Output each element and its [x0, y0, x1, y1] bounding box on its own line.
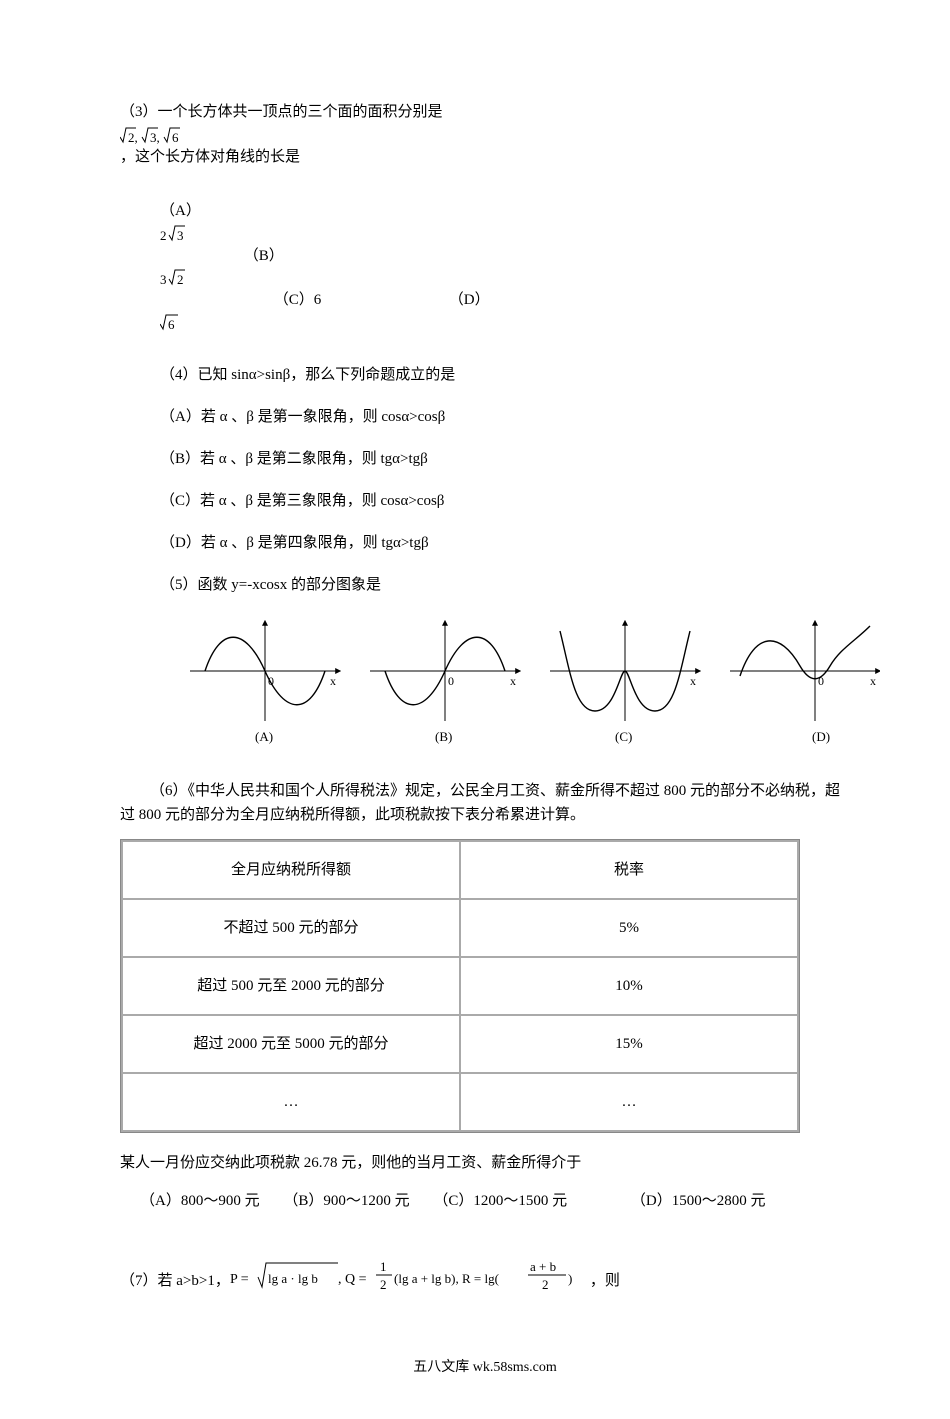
svg-text:(lg a + lg b), R = lg(: (lg a + lg b), R = lg( — [394, 1271, 499, 1286]
tax-r2c0: 超过 2000 元至 5000 元的部分 — [123, 1016, 459, 1072]
svg-text:2,: 2, — [128, 130, 138, 145]
q6-opt-b: （B）900～1200 元 — [283, 1193, 409, 1209]
q3-opt-c: （C）6 — [274, 292, 322, 308]
q6-opt-d: （D）1500～2800 元 — [631, 1193, 766, 1209]
q4-opt-a: （A）若 α 、β 是第一象限角，则 cosα>cosβ — [160, 405, 850, 429]
q3-opt-d-label: （D） — [449, 292, 490, 308]
svg-text:2: 2 — [380, 1277, 387, 1292]
q4-opt-c: （C）若 α 、β 是第三象限角，则 cosα>cosβ — [160, 489, 850, 513]
q7-prefix: （7）若 a>b>1， — [120, 1269, 230, 1297]
tax-r1c0: 超过 500 元至 2000 元的部分 — [123, 958, 459, 1014]
svg-text:0: 0 — [818, 674, 824, 688]
q3-opt-d-math: 6 — [160, 313, 850, 333]
tax-r1c1: 10% — [461, 958, 797, 1014]
svg-text:3: 3 — [177, 228, 184, 243]
q7-suffix: ，则 — [590, 1269, 620, 1297]
q3-stem-suffix: ，这个长方体对角线的长是 — [120, 149, 300, 165]
svg-text:x: x — [690, 674, 696, 688]
svg-text:6: 6 — [172, 130, 179, 145]
tax-r3c0: … — [123, 1074, 459, 1130]
svg-text:(B): (B) — [435, 729, 452, 744]
q3-stem: （3）一个长方体共一顶点的三个面的面积分别是 2, 3, 6 ，这个长方体对角线… — [120, 100, 850, 169]
svg-text:2: 2 — [160, 228, 167, 243]
tax-r0c1: 5% — [461, 900, 797, 956]
page-content: （3）一个长方体共一顶点的三个面的面积分别是 2, 3, 6 ，这个长方体对角线… — [0, 0, 950, 1419]
q4-stem: （4）已知 sinα>sinβ，那么下列命题成立的是 — [160, 363, 850, 387]
svg-text:3: 3 — [160, 272, 167, 287]
svg-text:6: 6 — [168, 317, 175, 332]
q6-para: （6）《中华人民共和国个人所得税法》规定，公民全月工资、薪金所得不超过 800 … — [120, 779, 850, 827]
table-row: … … — [123, 1074, 797, 1130]
q6-sub: 某人一月份应交纳此项税款 26.78 元，则他的当月工资、薪金所得介于 — [120, 1151, 850, 1175]
tax-r2c1: 15% — [461, 1016, 797, 1072]
table-row: 超过 500 元至 2000 元的部分 10% — [123, 958, 797, 1014]
q4-opt-d: （D）若 α 、β 是第四象限角，则 tgα>tgβ — [160, 531, 850, 555]
svg-text:2: 2 — [542, 1277, 549, 1292]
svg-text:(C): (C) — [615, 729, 632, 744]
svg-text:x: x — [330, 674, 336, 688]
page-footer: 五八文库 wk.58sms.com — [120, 1357, 850, 1379]
q5-graphs: 0 x (A) 0 x (B) x (C) — [180, 611, 850, 751]
svg-text:): ) — [568, 1271, 572, 1286]
tax-r0c0: 不超过 500 元的部分 — [123, 900, 459, 956]
table-row: 全月应纳税所得额 税率 — [123, 842, 797, 898]
q7-line: （7）若 a>b>1， P = lg a · lg b , Q = 1 2 (l… — [120, 1253, 850, 1297]
svg-text:x: x — [510, 674, 516, 688]
svg-text:x: x — [870, 674, 876, 688]
q6-opt-c: （C）1200～1500 元 — [433, 1193, 567, 1209]
q3-surds: 2, 3, 6 — [120, 125, 850, 145]
svg-text:0: 0 — [448, 674, 454, 688]
q3-opt-a-math: 2 3 — [160, 224, 850, 244]
svg-text:P =: P = — [230, 1272, 249, 1287]
q5-stem: （5）函数 y=-xcosx 的部分图象是 — [160, 573, 850, 597]
q4-opt-b: （B）若 α 、β 是第二象限角，则 tgα>tgβ — [160, 447, 850, 471]
q3-stem-prefix: （3）一个长方体共一顶点的三个面的面积分别是 — [120, 104, 443, 120]
tax-r3c1: … — [461, 1074, 797, 1130]
tax-table: 全月应纳税所得额 税率 不超过 500 元的部分 5% 超过 500 元至 20… — [120, 839, 800, 1133]
table-row: 超过 2000 元至 5000 元的部分 15% — [123, 1016, 797, 1072]
table-row: 不超过 500 元的部分 5% — [123, 900, 797, 956]
svg-text:, Q =: , Q = — [338, 1272, 367, 1287]
q6-options: （A）800～900 元 （B）900～1200 元 （C）1200～1500 … — [140, 1189, 850, 1213]
svg-text:(A): (A) — [255, 729, 273, 744]
svg-text:a + b: a + b — [530, 1259, 556, 1274]
q7-formula: P = lg a · lg b , Q = 1 2 (lg a + lg b),… — [230, 1253, 590, 1297]
tax-h2: 税率 — [461, 842, 797, 898]
tax-h1: 全月应纳税所得额 — [123, 842, 459, 898]
svg-text:lg a · lg b: lg a · lg b — [268, 1271, 318, 1286]
q3-opt-b-math: 3 2 — [160, 268, 850, 288]
svg-text:1: 1 — [380, 1259, 387, 1274]
svg-text:0: 0 — [268, 674, 274, 688]
q3-opt-b-label: （B） — [244, 248, 284, 264]
q3-opt-a-label: （A） — [160, 203, 201, 219]
svg-text:(D): (D) — [812, 729, 830, 744]
q6-opt-a: （A）800～900 元 — [140, 1193, 260, 1209]
svg-text:3,: 3, — [150, 130, 160, 145]
svg-text:2: 2 — [177, 272, 184, 287]
q3-options: （A） 2 3 （B） 3 2 （C）6 （D） 6 — [160, 199, 850, 333]
